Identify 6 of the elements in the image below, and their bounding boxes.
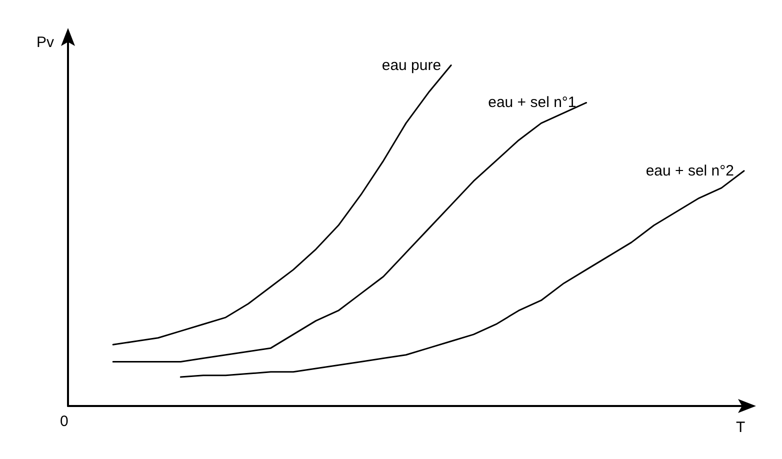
series-label: eau + sel n°2	[646, 162, 734, 180]
x-axis-title: T	[736, 419, 746, 436]
series-label: eau + sel n°1	[488, 94, 576, 112]
series-label: eau pure	[382, 56, 442, 74]
y-axis-title: Pv	[36, 34, 54, 51]
text: 0	[60, 413, 68, 430]
